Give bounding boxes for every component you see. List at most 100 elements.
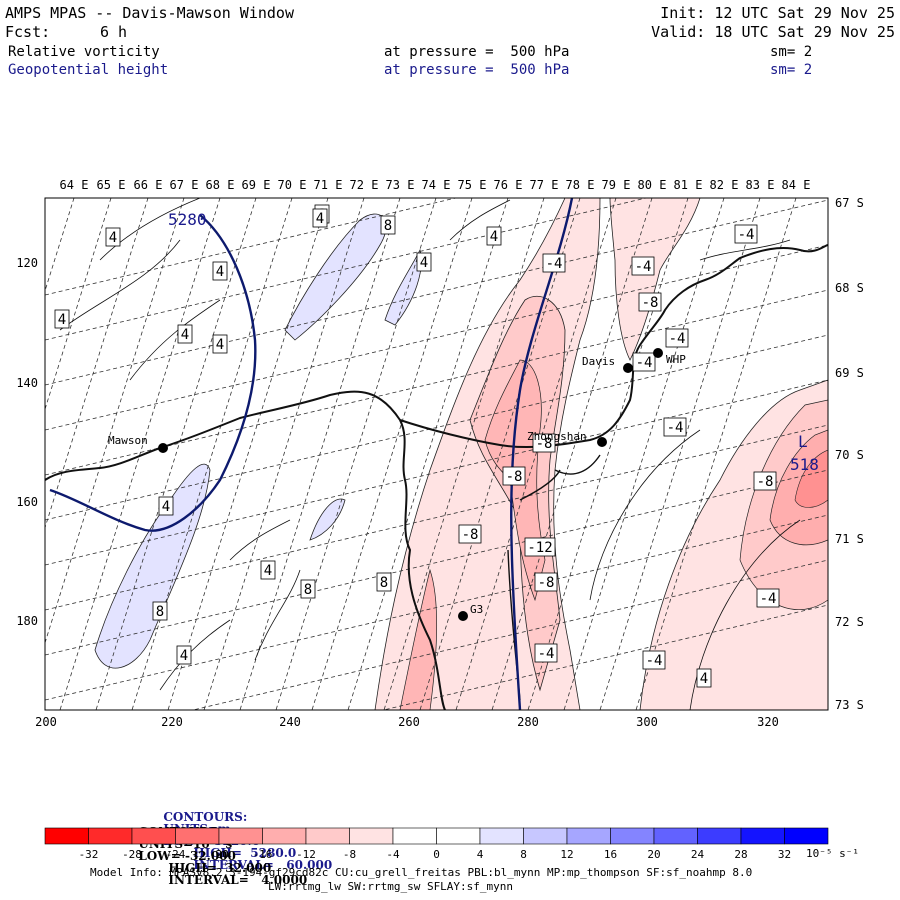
vorticity-label: -4 — [738, 227, 755, 243]
stations: Mawson Davis WHP Zhongshan G3 — [108, 348, 686, 621]
vorticity-contour-labels: 4484844444884844-4-4-8-4-8-4-4-8-8-4-12-… — [54, 204, 780, 688]
field1-smooth: sm= 2 — [770, 44, 813, 60]
forecast-value: 6 h — [100, 23, 128, 41]
vorticity-label-box — [756, 588, 780, 608]
lon-label: 79 E — [602, 178, 631, 192]
vorticity-label-box — [416, 252, 432, 272]
colorbar-tick-label: -16 — [253, 848, 273, 861]
init-time: Init: 12 UTC Sat 29 Nov 25 — [660, 4, 895, 22]
colorbar-swatch — [175, 827, 220, 845]
colorbar-swatch — [88, 827, 133, 845]
vorticity-label-box — [502, 466, 526, 486]
station-marker-mawson — [158, 443, 168, 453]
vorticity-label: 8 — [380, 575, 388, 591]
vorticity-label: 4 — [181, 327, 189, 343]
vorticity-label-box — [380, 215, 396, 235]
colorbar-swatch — [305, 827, 350, 845]
x-axis-labels: 200 220 240 260 280 300 320 — [35, 715, 779, 729]
colorbar-swatch — [218, 827, 263, 845]
vorticity-label: 4 — [162, 499, 170, 515]
lon-label: 75 E — [458, 178, 487, 192]
contour-height-label: CONTOURS: — [163, 810, 248, 824]
parallel-line — [381, 604, 828, 710]
meridian-line — [599, 198, 761, 710]
vorticity-label-box — [663, 417, 687, 437]
lon-label: 69 E — [242, 178, 271, 192]
vorticity-label: -4 — [636, 355, 653, 371]
colorbar-swatch — [610, 827, 655, 845]
colorbar-tick-label: 0 — [433, 848, 440, 861]
coastline — [45, 244, 828, 710]
y-tick-label: 140 — [16, 376, 38, 390]
field2-smooth: sm= 2 — [770, 62, 813, 78]
vorticity-label-box — [260, 560, 276, 580]
meridian-line — [167, 198, 329, 710]
colorbar-tick-label: 20 — [647, 848, 660, 861]
parallel-line — [45, 469, 828, 656]
vorticity-label: -4 — [646, 653, 663, 669]
colorbar-tick-label: -24 — [166, 848, 186, 861]
colorbar-tick-label: 32 — [778, 848, 791, 861]
low-center-value: 518 — [790, 455, 819, 474]
vorticity-label: -8 — [506, 469, 523, 485]
vorticity-label-box — [176, 645, 192, 665]
parallel-line — [45, 289, 828, 476]
meridian-line — [635, 198, 797, 710]
vorticity-label-box — [632, 352, 656, 372]
vorticity-label: 4 — [490, 229, 498, 245]
station-label-mawson: Mawson — [108, 434, 148, 447]
lon-label: 84 E — [782, 178, 811, 192]
vorticity-label-box — [734, 224, 758, 244]
parallel-line — [45, 334, 828, 521]
vorticity-label-box — [212, 261, 228, 281]
meridian-line — [203, 198, 365, 710]
y-tick-label: 180 — [16, 614, 38, 628]
longitude-labels: 64 E 65 E 66 E 67 E 68 E 69 E 70 E 71 E … — [60, 178, 811, 192]
colorbar: -32 -28 -24 -20 -16 -12 -8 -4 0 4 8 12 16 20 24 28 32 10… — [44, 827, 859, 861]
colorbar-swatch — [697, 827, 742, 845]
lon-label: 67 E — [170, 178, 199, 192]
vorticity-contours — [59, 198, 801, 710]
contour-vort-high: HIGH= 32.000 — [168, 861, 272, 875]
vorticity-label: -4 — [635, 259, 652, 275]
colorbar-tick-label: 16 — [604, 848, 617, 861]
contour-height-high: HIGH= 5280.0 — [193, 846, 297, 860]
vorticity-label: -8 — [536, 436, 553, 452]
colorbar-swatch — [784, 827, 829, 845]
graticule — [45, 198, 828, 710]
colorbar-swatch — [566, 827, 611, 845]
vorticity-label: 8 — [384, 218, 392, 234]
meridian-line — [383, 198, 545, 710]
station-marker-whp — [653, 348, 663, 358]
colorbar-tick-label: -20 — [209, 848, 229, 861]
colorbar-tick-label: -28 — [122, 848, 142, 861]
colorbar-swatch — [653, 827, 698, 845]
vorticity-label-box — [638, 292, 662, 312]
vorticity-label: -4 — [669, 331, 686, 347]
lat-label: 70 S — [835, 448, 864, 462]
meridian-line — [311, 198, 473, 710]
parallel-line — [191, 559, 828, 710]
parallel-line — [45, 198, 648, 341]
lat-label: 68 S — [835, 281, 864, 295]
colorbar-tick-label: -12 — [296, 848, 316, 861]
meridian-line — [239, 198, 401, 710]
parallel-line — [45, 244, 828, 431]
y-tick-label: 120 — [16, 256, 38, 270]
vorticity-label-box — [105, 227, 121, 247]
x-tick-label: 220 — [161, 715, 183, 729]
vorticity-label: 4 — [109, 230, 117, 246]
vorticity-label: 4 — [216, 337, 224, 353]
station-label-zhongshan: Zhongshan — [527, 430, 587, 443]
meridian-line — [45, 198, 185, 645]
lon-label: 73 E — [386, 178, 415, 192]
lon-label: 70 E — [278, 178, 307, 192]
x-tick-label: 280 — [517, 715, 539, 729]
vorticity-label-box — [376, 572, 392, 592]
y-axis-labels: 120 140 160 180 — [16, 256, 38, 628]
station-label-davis: Davis — [582, 355, 615, 368]
model-info-physics: LW:rrtmg_lw SW:rrtmg_sw SFLAY:sf_mynn — [268, 880, 514, 893]
latitude-labels: 67 S 68 S 69 S 70 S 71 S 72 S 73 S — [835, 196, 864, 712]
contour-vort-low: LOW= -32.000 — [138, 849, 236, 863]
map-title: AMPS MPAS -- Davis-Mawson Window — [5, 4, 294, 22]
